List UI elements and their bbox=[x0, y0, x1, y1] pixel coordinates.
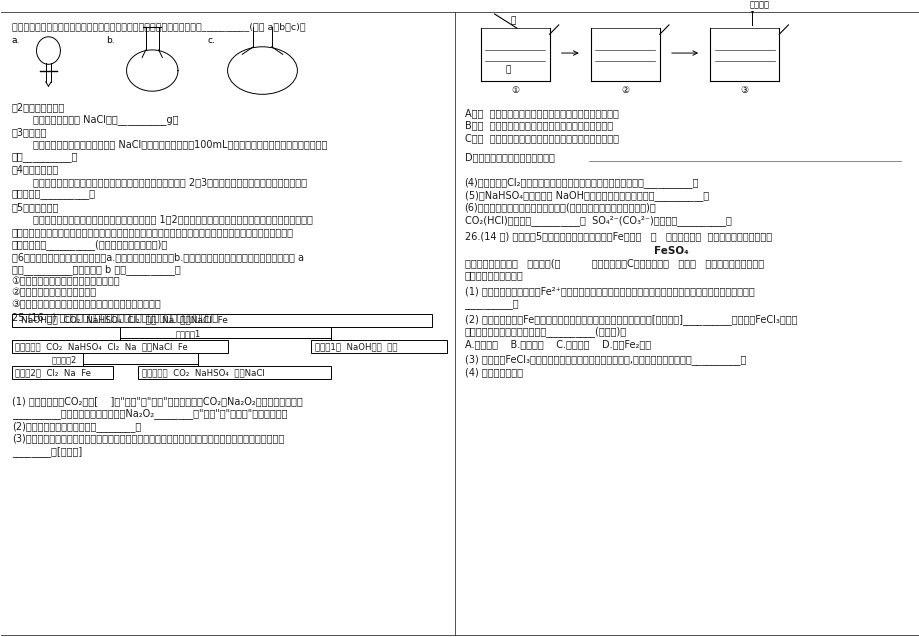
Text: (2) 向某溶液中加入Fe粉溶液，溶液立即变成红色，则原溶液中含有[离子符号]__________，要除去FeCl₃溶液中: (2) 向某溶液中加入Fe粉溶液，溶液立即变成红色，则原溶液中含有[离子符号]_… bbox=[464, 314, 796, 325]
Text: 配置溶液浓度__________(填偏大、偏小或无影响)。: 配置溶液浓度__________(填偏大、偏小或无影响)。 bbox=[12, 240, 168, 250]
Text: 配制该溶液需称取 NaCl固体__________g。: 配制该溶液需称取 NaCl固体__________g。 bbox=[33, 114, 178, 125]
Text: (2)上述物质中属于电解质的是________。: (2)上述物质中属于电解质的是________。 bbox=[12, 420, 141, 431]
Text: 分类标准1: 分类标准1 bbox=[175, 329, 200, 338]
Text: A．图  中钠熔成小球，说明钠与水反应放热且钠的熔点低: A．图 中钠熔成小球，说明钠与水反应放热且钠的熔点低 bbox=[464, 108, 618, 118]
Text: （5）定容摇匀。: （5）定容摇匀。 bbox=[12, 202, 59, 212]
Text: 补充铁时，应补充含   的亚铁盐(如          ，服用维生素C可使食物中的   转化成   ，有利于人体对铁的吸: 补充铁时，应补充含 的亚铁盐(如 ，服用维生素C可使食物中的 转化成 ，有利于人… bbox=[464, 258, 763, 268]
Text: __________。: __________。 bbox=[464, 299, 518, 309]
Text: 钠: 钠 bbox=[510, 16, 516, 25]
Text: (1) 按照分类法，CO₂属于[    ]填"酸性"或"碱性"氧化物，书写CO₂与Na₂O₂反应的化学方程式: (1) 按照分类法，CO₂属于[ ]填"酸性"或"碱性"氧化物，书写CO₂与Na… bbox=[12, 396, 302, 406]
Text: 25.(16 分) 下图所示为利用分类法对一组物质进行的分类，回答下列问题: 25.(16 分) 下图所示为利用分类法对一组物质进行的分类，回答下列问题 bbox=[12, 313, 218, 322]
Text: （6）为精准配制溶液，需要做到：a.保证溶质的质量精准，b.保证溶液的体积精准。以下措施中是为达到 a: （6）为精准配制溶液，需要做到：a.保证溶质的质量精准，b.保证溶液的体积精准。… bbox=[12, 252, 303, 262]
Text: 将烧杯中的溶液注入容量瓶，并用少量蒸馏水洗涤烧杯内壁 2～3次，洗涤液也注入容量瓶，洗涤烧杯内: 将烧杯中的溶液注入容量瓶，并用少量蒸馏水洗涤烧杯内壁 2～3次，洗涤液也注入容量… bbox=[33, 177, 307, 187]
Text: ②转移过程中，不能将溶液洒出: ②转移过程中，不能将溶液洒出 bbox=[12, 287, 96, 297]
Text: D．钠与水反应的离子方程式是：: D．钠与水反应的离子方程式是： bbox=[464, 152, 554, 162]
Text: （3）溶解。: （3）溶解。 bbox=[12, 127, 47, 137]
Text: ①: ① bbox=[510, 86, 518, 95]
Text: 切。盖好瓶塞，反复上下颠倒、摇匀。若摇匀后发现溶液体积低于刻度线，这时继续加水至刻度线，会导致所: 切。盖好瓶塞，反复上下颠倒、摇匀。若摇匀后发现溶液体积低于刻度线，这时继续加水至… bbox=[12, 227, 293, 237]
Text: (3)某学生完成钠与水反应的实验，实验过程如图、、所示。下列有关实验现象及结论的叙述不正确的是: (3)某学生完成钠与水反应的实验，实验过程如图、、所示。下列有关实验现象及结论的… bbox=[12, 433, 284, 443]
Text: CO₂(HCl)，试剂：__________；  SO₄²⁻(CO₃²⁻)，试剂：__________。: CO₂(HCl)，试剂：__________； SO₄²⁻(CO₃²⁻)，试剂：… bbox=[464, 215, 731, 226]
Text: (5)向NaHSO₄溶液中加入 NaOH溶液，对应的离子方程式为__________。: (5)向NaHSO₄溶液中加入 NaOH溶液，对应的离子方程式为________… bbox=[464, 190, 708, 201]
Text: （2）计算、称量。: （2）计算、称量。 bbox=[12, 102, 65, 112]
Text: __________，依据该反应，可以说明Na₂O₂________填"属于"或"不属于"碱性氧化物。: __________，依据该反应，可以说明Na₂O₂________填"属于"或… bbox=[12, 408, 287, 419]
Text: 收。请回答下列问题：: 收。请回答下列问题： bbox=[464, 271, 523, 281]
Text: 少量的氯化亚铁，可行的办法是__________(填字母)。: 少量的氯化亚铁，可行的办法是__________(填字母)。 bbox=[464, 326, 626, 337]
Text: 壁的目的是__________。: 壁的目的是__________。 bbox=[12, 189, 96, 199]
Text: (6)用一种试剂除去下列各物质的杂质(括号内为杂质，填写试剂名称)：: (6)用一种试剂除去下列各物质的杂质(括号内为杂质，填写试剂名称)： bbox=[464, 203, 655, 213]
Bar bbox=[12, 314, 432, 327]
Text: (3) 某工厂用FeCl₃溶液腐蚀镀有铜的绝缘板生产印刷电路,此反应的离子方程式为__________。: (3) 某工厂用FeCl₃溶液腐蚀镀有铜的绝缘板生产印刷电路,此反应的离子方程式… bbox=[464, 354, 745, 364]
Text: C．图  中滴加酚酞试液后溶液变红，说明有碱性物质生成: C．图 中滴加酚酞试液后溶液变红，说明有碱性物质生成 bbox=[464, 133, 618, 143]
Text: ①溶称好的溶质必须全部放入烧杯中溶解: ①溶称好的溶质必须全部放入烧杯中溶解 bbox=[12, 276, 120, 286]
Bar bbox=[12, 366, 113, 380]
Text: 分类标准2: 分类标准2 bbox=[51, 355, 76, 364]
Text: 酚酞试液: 酚酞试液 bbox=[749, 0, 768, 10]
Text: A.加入铜粉    B.加入铁粉    C.通入氯气    D.加入Fe₂溶液: A.加入铜粉 B.加入铁粉 C.通入氯气 D.加入Fe₂溶液 bbox=[464, 339, 650, 348]
Text: ③若定容时蒸馏水加量过刻度线，就需要重新配制溶液。: ③若定容时蒸馏水加量过刻度线，就需要重新配制溶液。 bbox=[12, 299, 162, 309]
Text: FeSO₄: FeSO₄ bbox=[653, 246, 687, 255]
Text: （类别2）  Cl₂  Na  Fe: （类别2） Cl₂ Na Fe bbox=[16, 368, 91, 377]
Text: （4）转移洗涤。: （4）转移洗涤。 bbox=[12, 164, 59, 175]
Bar bbox=[139, 366, 331, 380]
Text: 完成本实验所必需的仪器有：托盘天平、药匙、烧杯、玻璃棒、胶头滴管、__________(选填 a、b、c)。: 完成本实验所必需的仪器有：托盘天平、药匙、烧杯、玻璃棒、胶头滴管、_______… bbox=[12, 22, 305, 31]
Text: （纯净物）  CO₂  NaHSO₄  Cl₂  Na  熔融NaCl  Fe: （纯净物） CO₂ NaHSO₄ Cl₂ Na 熔融NaCl Fe bbox=[16, 342, 188, 351]
Bar bbox=[12, 340, 227, 353]
Bar bbox=[311, 340, 447, 353]
Text: 在该步操作中，某同学将称好的 NaCl固体放入烧杯中，加100mL蒸馏水溶解。指出他操作的错误并说明: 在该步操作中，某同学将称好的 NaCl固体放入烧杯中，加100mL蒸馏水溶解。指… bbox=[33, 140, 327, 149]
Text: (4) 已知下列反应：: (4) 已知下列反应： bbox=[464, 368, 522, 378]
Text: 26.(14 分) 一个体重5的健康人体内含铁元素，这Fe元素以   和   的形式存在，  易被吸收，所以给贫血者: 26.(14 分) 一个体重5的健康人体内含铁元素，这Fe元素以 和 的形式存在… bbox=[464, 231, 771, 241]
Text: c.: c. bbox=[207, 36, 215, 45]
Text: （化合物）  CO₂  NaHSO₄  熔融NaCl: （化合物） CO₂ NaHSO₄ 熔融NaCl bbox=[142, 368, 265, 377]
Text: NaOH溶液  CO₂  NaHSO₄  Cl₂  空气  Na  熔融NaCl  Fe: NaOH溶液 CO₂ NaHSO₄ Cl₂ 空气 Na 熔融NaCl Fe bbox=[21, 315, 228, 325]
Text: ②: ② bbox=[620, 86, 629, 95]
Text: B．图  中钠四处游动并嘶嘶作响，说明反应产生了气体: B．图 中钠四处游动并嘶嘶作响，说明反应产生了气体 bbox=[464, 120, 612, 131]
Text: b.: b. bbox=[107, 36, 115, 45]
Text: (4)工业上常用Cl₂与溶液反应制取消毒液，该反应的化学方程式为__________。: (4)工业上常用Cl₂与溶液反应制取消毒液，该反应的化学方程式为________… bbox=[464, 178, 698, 189]
Text: ________。[填序号]: ________。[填序号] bbox=[12, 446, 82, 457]
Text: (1) 缺铁性贫血患者应补充Fe²⁺，用绿矾制成的补铁剂药片外表包有一层特殊的糖衣，试推测糖衣的作用是: (1) 缺铁性贫血患者应补充Fe²⁺，用绿矾制成的补铁剂药片外表包有一层特殊的糖… bbox=[464, 286, 754, 296]
Text: 水: 水 bbox=[505, 66, 511, 75]
Text: a.: a. bbox=[12, 36, 20, 45]
Text: （类别1）  NaOH溶液  空气: （类别1） NaOH溶液 空气 bbox=[314, 342, 397, 351]
Text: 原因__________。: 原因__________。 bbox=[12, 152, 78, 162]
Text: 将蒸馏水注入容量瓶，液面离容量瓶颈刻度线下 1～2厘米时，改用胶头滴管滴加蒸馏水至液面与刻度线相: 将蒸馏水注入容量瓶，液面离容量瓶颈刻度线下 1～2厘米时，改用胶头滴管滴加蒸馏水… bbox=[33, 214, 312, 224]
Text: ③: ③ bbox=[740, 86, 748, 95]
Text: 的是__________，是为达到 b 的是__________。: 的是__________，是为达到 b 的是__________。 bbox=[12, 264, 180, 275]
